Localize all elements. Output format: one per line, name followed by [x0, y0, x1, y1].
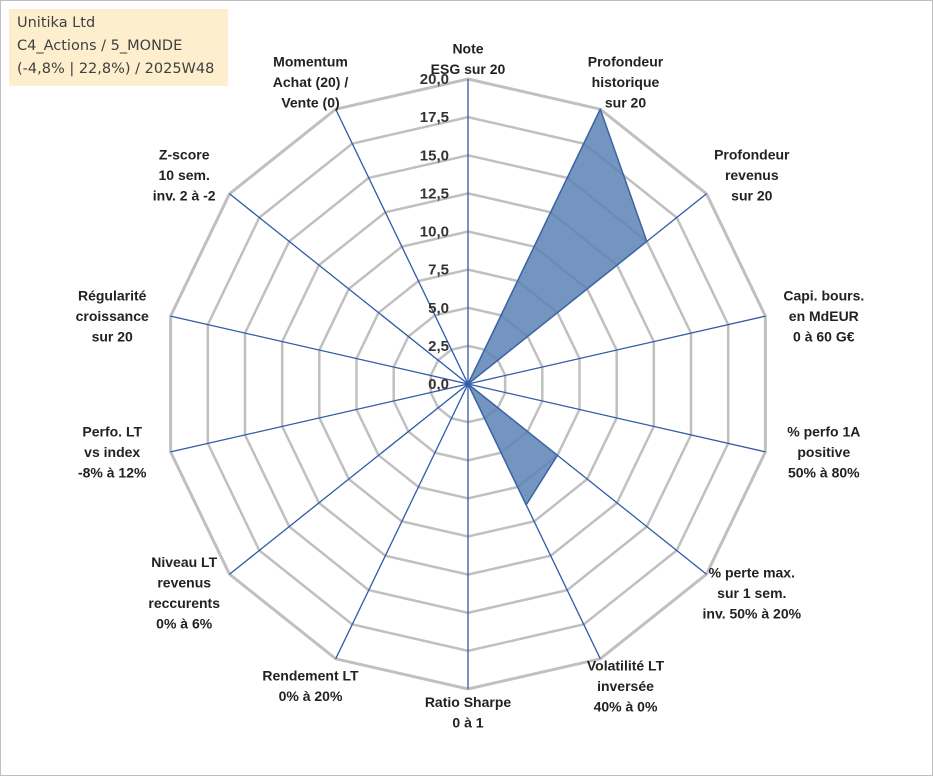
- tick-layer: 0,0 2,5 5,0 7,5 10,0 12,5 15,0 17,5 20,0: [420, 71, 449, 393]
- axis-label-12: sur 20: [92, 329, 133, 345]
- axis-spoke-10: [229, 383, 469, 575]
- axis-label-14: Achat (20) /: [273, 74, 349, 90]
- axis-label-8: Ratio Sharpe: [425, 694, 512, 710]
- axis-label-11: Perfo. LT: [82, 423, 142, 439]
- axis-label-1: ESG sur 20: [431, 61, 506, 77]
- axis-label-12: Régularité: [78, 288, 147, 304]
- axis-spoke-9: [335, 383, 469, 660]
- axis-spoke-5: [467, 383, 766, 453]
- axis-label-13: 10 sem.: [159, 167, 210, 183]
- axis-spoke-14: [335, 108, 469, 385]
- axis-label-5: 50% à 80%: [788, 464, 860, 480]
- portfolio-name: C4_Actions / 5_MONDE: [17, 38, 183, 54]
- axis-label-6: inv. 50% à 20%: [703, 605, 802, 621]
- tick-label: 0,0: [428, 376, 449, 393]
- tick-label: 15,0: [420, 147, 449, 164]
- axis-label-10: reccurents: [148, 595, 220, 611]
- tick-label: 2,5: [428, 338, 449, 355]
- axis-label-5: % perfo 1A: [787, 423, 860, 439]
- axis-label-2: sur 20: [605, 95, 646, 111]
- info-box: Unitika Ltd C4_Actions / 5_MONDE (-4,8% …: [9, 9, 228, 86]
- axis-label-8: 0 à 1: [452, 715, 483, 731]
- axis-spoke-4: [467, 315, 766, 385]
- axis-label-2: Profondeur: [588, 54, 664, 70]
- axis-label-9: Rendement LT: [262, 668, 359, 684]
- axis-label-4: 0 à 60 G€: [793, 329, 855, 345]
- axis-label-1: Note: [452, 41, 483, 57]
- axis-label-9: 0% à 20%: [279, 688, 343, 704]
- tick-label: 20,0: [420, 71, 449, 88]
- axis-spoke-12: [170, 315, 469, 385]
- axis-label-10: Niveau LT: [151, 554, 217, 570]
- axis-label-6: % perte max.: [709, 564, 795, 580]
- axis-label-12: croissance: [76, 308, 149, 324]
- tick-label: 12,5: [420, 185, 449, 202]
- axis-label-7: 40% à 0%: [594, 698, 658, 714]
- company-name: Unitika Ltd: [17, 15, 96, 31]
- axis-label-3: sur 20: [731, 188, 772, 204]
- series-layer: [467, 108, 648, 506]
- axis-label-4: en MdEUR: [789, 308, 859, 324]
- axis-label-7: Volatilité LT: [587, 657, 665, 673]
- axis-label-10: 0% à 6%: [156, 616, 213, 632]
- axis-label-2: historique: [592, 74, 660, 90]
- axis-label-7: inversée: [597, 678, 654, 694]
- axis-label-11: vs index: [84, 444, 140, 460]
- axis-spoke-11: [170, 383, 469, 453]
- tick-label: 7,5: [428, 262, 449, 279]
- axis-label-4: Capi. bours.: [783, 288, 864, 304]
- axis-label-13: Z-score: [159, 147, 210, 163]
- label-layer: Note ESG sur 20 Profondeur historique sur 20…: [76, 41, 865, 731]
- axis-label-3: Profondeur: [714, 147, 790, 163]
- axis-label-14: Momentum: [273, 54, 348, 70]
- axis-spoke-13: [229, 193, 469, 385]
- performance-week: (-4,8% | 22,8%) / 2025W48: [17, 61, 215, 77]
- axis-label-10: revenus: [157, 575, 211, 591]
- axis-label-3: revenus: [725, 167, 779, 183]
- axis-label-11: -8% à 12%: [78, 464, 147, 480]
- axis-label-5: positive: [797, 444, 850, 460]
- tick-label: 5,0: [428, 300, 449, 317]
- axis-label-14: Vente (0): [281, 95, 339, 111]
- tick-label: 17,5: [420, 109, 449, 126]
- axis-label-13: inv. 2 à -2: [153, 188, 216, 204]
- axis-label-6: sur 1 sem.: [717, 585, 786, 601]
- series-area: [467, 108, 648, 506]
- tick-label: 10,0: [420, 224, 449, 241]
